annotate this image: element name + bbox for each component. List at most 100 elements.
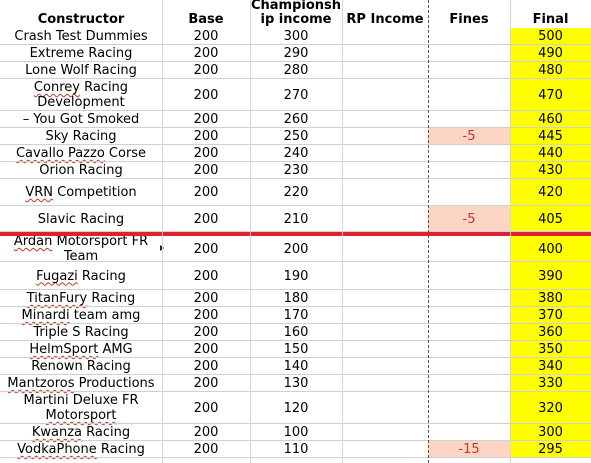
cell-constructor[interactable]: Kwanza Racing [31, 425, 131, 440]
cell-final[interactable]: 460 [510, 111, 591, 128]
cell-championship-income[interactable]: 170 [283, 308, 309, 323]
cell-base[interactable]: 200 [193, 291, 219, 306]
cell-rp-income[interactable] [342, 28, 428, 45]
cell-base[interactable]: 200 [193, 46, 219, 61]
cell-constructor[interactable]: Lone Wolf Racing [25, 63, 137, 78]
cell-constructor[interactable]: Extreme Racing [29, 46, 133, 61]
cell-constructor[interactable]: Mantzoros Productions [7, 376, 155, 391]
cell-fines[interactable] [428, 424, 510, 441]
cell-base[interactable]: 200 [193, 325, 219, 340]
cell-fines[interactable] [428, 62, 510, 79]
cell-base[interactable]: 200 [193, 29, 219, 44]
cell-base[interactable]: 200 [193, 308, 219, 323]
cell-championship-income[interactable]: 140 [283, 359, 309, 374]
cell-final[interactable]: 350 [510, 341, 591, 358]
header-championship-income[interactable]: Championship income [250, 0, 342, 27]
cell-rp-income[interactable] [342, 111, 428, 128]
cell-fines[interactable] [428, 145, 510, 162]
cell-rp-income[interactable] [342, 262, 428, 290]
cell-base[interactable]: 200 [193, 241, 219, 257]
cell-final[interactable]: 500 [510, 28, 591, 45]
cell-final[interactable]: 330 [510, 375, 591, 392]
cell-championship-income[interactable]: 200 [283, 241, 309, 257]
cell-base[interactable]: 200 [193, 163, 219, 178]
cell-final[interactable]: 470 [510, 79, 591, 111]
cell-base[interactable]: 200 [193, 268, 219, 284]
cell-rp-income[interactable] [342, 145, 428, 162]
cell-constructor[interactable]: Crash Test Dummies [14, 29, 148, 44]
cell-final[interactable]: 440 [510, 145, 591, 162]
cell-championship-income[interactable]: 100 [283, 425, 309, 440]
cell-base[interactable]: 200 [193, 112, 219, 127]
cell-rp-income[interactable] [342, 307, 428, 324]
cell-final[interactable]: 370 [510, 307, 591, 324]
cell-fines[interactable]: -15 [428, 441, 510, 458]
cell-final[interactable]: 405 [510, 206, 591, 232]
cell-rp-income[interactable] [342, 358, 428, 375]
cell-fines[interactable] [428, 341, 510, 358]
cell-constructor[interactable]: – You Got Smoked [22, 112, 140, 127]
header-fines[interactable]: Fines [449, 12, 489, 27]
cell-constructor[interactable]: TitanFury Racing [26, 291, 136, 306]
cell-championship-income[interactable]: 180 [283, 291, 309, 306]
cell-final[interactable]: 360 [510, 324, 591, 341]
cell-constructor[interactable]: Cavallo Pazzo Corse [15, 146, 147, 161]
cell-fines[interactable] [428, 111, 510, 128]
cell-championship-income[interactable]: 260 [283, 112, 309, 127]
cell-base[interactable]: 200 [193, 359, 219, 374]
cell-fines[interactable] [428, 307, 510, 324]
cell-rp-income[interactable] [342, 236, 428, 262]
cell-rp-income[interactable] [342, 179, 428, 206]
cell-base[interactable]: 200 [193, 342, 219, 357]
cell-base[interactable]: 200 [193, 146, 219, 161]
cell-championship-income[interactable]: 190 [283, 268, 309, 284]
cell-rp-income[interactable] [342, 79, 428, 111]
cell-rp-income[interactable] [342, 375, 428, 392]
cell-rp-income[interactable] [342, 62, 428, 79]
cell-final[interactable]: 490 [510, 45, 591, 62]
cell-fines[interactable] [428, 324, 510, 341]
cell-constructor[interactable]: Sky Racing [45, 129, 117, 144]
cell-constructor[interactable]: VRN Competition [25, 185, 137, 200]
cell-final[interactable]: 320 [510, 392, 591, 424]
cell-constructor[interactable]: Minardi team amg [21, 308, 141, 323]
cell-final[interactable]: 380 [510, 290, 591, 307]
cell-championship-income[interactable]: 160 [283, 325, 309, 340]
header-constructor[interactable]: Constructor [37, 12, 125, 27]
cell-constructor[interactable]: HelmSport AMG [29, 342, 133, 357]
cell-fines[interactable] [428, 79, 510, 111]
cell-rp-income[interactable] [342, 392, 428, 424]
cell-base[interactable]: 200 [193, 185, 219, 200]
cell-final[interactable]: 430 [510, 162, 591, 179]
cell-constructor[interactable]: VodkaPhone Racing [17, 442, 145, 457]
cell-final[interactable]: 480 [510, 62, 591, 79]
cell-rp-income[interactable] [342, 324, 428, 341]
header-base[interactable]: Base [188, 12, 224, 27]
cell-championship-income[interactable]: 240 [283, 146, 309, 161]
cell-base[interactable]: 200 [193, 400, 219, 416]
cell-base[interactable]: 200 [193, 129, 219, 144]
cell-fines[interactable]: -5 [428, 128, 510, 145]
cell-constructor[interactable]: Orion Racing [39, 163, 123, 178]
cell-base[interactable]: 200 [193, 63, 219, 78]
header-rp-income[interactable]: RP Income [346, 12, 424, 27]
cell-base[interactable]: 200 [193, 442, 219, 457]
cell-rp-income[interactable] [342, 206, 428, 232]
cell-fines[interactable] [428, 358, 510, 375]
cell-championship-income[interactable]: 300 [283, 29, 309, 44]
cell-rp-income[interactable] [342, 441, 428, 458]
cell-final[interactable]: 400 [510, 236, 591, 262]
cell-championship-income[interactable]: 250 [283, 129, 309, 144]
cell-rp-income[interactable] [342, 424, 428, 441]
cell-rp-income[interactable] [342, 162, 428, 179]
cell-rp-income[interactable] [342, 45, 428, 62]
cell-final[interactable]: 295 [510, 441, 591, 458]
cell-championship-income[interactable]: 280 [283, 63, 309, 78]
cell-final[interactable]: 300 [510, 424, 591, 441]
cell-championship-income[interactable]: 220 [283, 185, 309, 200]
cell-championship-income[interactable]: 150 [283, 342, 309, 357]
cell-final[interactable]: 340 [510, 358, 591, 375]
cell-fines[interactable] [428, 290, 510, 307]
cell-rp-income[interactable] [342, 290, 428, 307]
cell-championship-income[interactable]: 110 [283, 442, 309, 457]
